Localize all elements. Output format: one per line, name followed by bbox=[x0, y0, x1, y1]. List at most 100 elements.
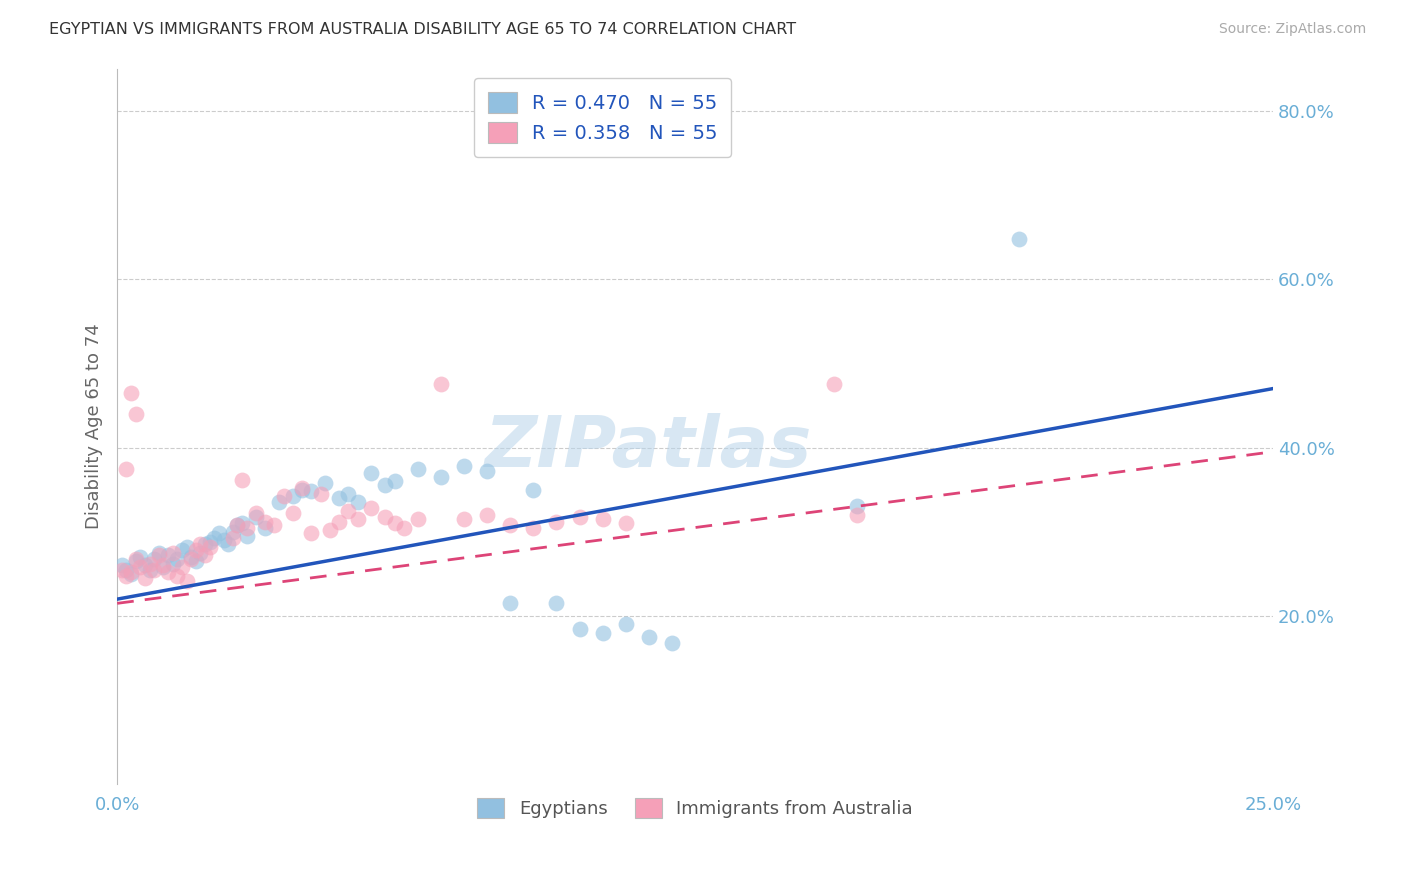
Point bbox=[245, 506, 267, 520]
Y-axis label: Disability Age 65 to 74: Disability Age 65 to 74 bbox=[86, 324, 103, 529]
Point bbox=[592, 625, 614, 640]
Legend: Egyptians, Immigrants from Australia: Egyptians, Immigrants from Australia bbox=[470, 791, 920, 825]
Point bbox=[217, 537, 239, 551]
Point bbox=[134, 558, 156, 573]
Point bbox=[522, 520, 544, 534]
Point bbox=[235, 520, 257, 534]
Point bbox=[384, 516, 406, 531]
Point bbox=[148, 549, 170, 563]
Point bbox=[568, 622, 591, 636]
Point bbox=[522, 483, 544, 497]
Point bbox=[499, 596, 522, 610]
Point bbox=[162, 557, 184, 571]
Point bbox=[231, 473, 253, 487]
Point bbox=[125, 551, 148, 566]
Point bbox=[226, 518, 249, 533]
Point bbox=[180, 549, 202, 564]
Point bbox=[392, 520, 415, 534]
Point bbox=[176, 574, 198, 588]
Point bbox=[291, 483, 314, 497]
Point bbox=[328, 491, 350, 505]
Point bbox=[360, 501, 382, 516]
Point bbox=[134, 571, 156, 585]
Point bbox=[314, 475, 336, 490]
Point bbox=[166, 568, 188, 582]
Point bbox=[281, 489, 304, 503]
Point bbox=[143, 563, 166, 577]
Text: ZIPatlas: ZIPatlas bbox=[485, 414, 813, 483]
Point bbox=[406, 512, 429, 526]
Point bbox=[176, 540, 198, 554]
Point bbox=[190, 537, 212, 551]
Point bbox=[148, 546, 170, 560]
Point bbox=[337, 487, 360, 501]
Point bbox=[111, 563, 134, 577]
Point bbox=[453, 458, 475, 473]
Point bbox=[360, 466, 382, 480]
Point bbox=[267, 495, 290, 509]
Point bbox=[328, 515, 350, 529]
Point bbox=[194, 537, 217, 551]
Point bbox=[198, 540, 221, 554]
Point bbox=[184, 543, 207, 558]
Point bbox=[138, 563, 160, 577]
Point bbox=[180, 551, 202, 566]
Point bbox=[299, 484, 322, 499]
Point bbox=[231, 516, 253, 531]
Point bbox=[374, 509, 396, 524]
Point bbox=[309, 487, 332, 501]
Point bbox=[384, 474, 406, 488]
Point bbox=[222, 532, 245, 546]
Point bbox=[111, 558, 134, 573]
Point bbox=[157, 565, 180, 579]
Point bbox=[546, 515, 568, 529]
Point bbox=[299, 526, 322, 541]
Point bbox=[291, 481, 314, 495]
Point bbox=[1008, 232, 1031, 246]
Point bbox=[152, 560, 174, 574]
Point bbox=[374, 478, 396, 492]
Point bbox=[226, 518, 249, 533]
Point bbox=[263, 518, 285, 533]
Point bbox=[222, 524, 245, 539]
Point bbox=[592, 512, 614, 526]
Point bbox=[143, 551, 166, 566]
Point bbox=[346, 512, 368, 526]
Point bbox=[125, 554, 148, 568]
Point bbox=[475, 508, 498, 522]
Point bbox=[170, 543, 193, 558]
Point bbox=[162, 546, 184, 560]
Point bbox=[235, 529, 257, 543]
Point bbox=[115, 568, 138, 582]
Point bbox=[406, 461, 429, 475]
Point bbox=[823, 377, 845, 392]
Point bbox=[245, 509, 267, 524]
Point bbox=[430, 377, 453, 392]
Point bbox=[190, 546, 212, 560]
Point bbox=[157, 549, 180, 563]
Point bbox=[184, 554, 207, 568]
Point bbox=[254, 515, 277, 529]
Point bbox=[845, 508, 868, 522]
Point bbox=[845, 500, 868, 514]
Point bbox=[202, 532, 225, 546]
Point bbox=[319, 523, 342, 537]
Point bbox=[170, 560, 193, 574]
Point bbox=[499, 518, 522, 533]
Point bbox=[129, 560, 152, 574]
Text: Source: ZipAtlas.com: Source: ZipAtlas.com bbox=[1219, 22, 1367, 37]
Text: EGYPTIAN VS IMMIGRANTS FROM AUSTRALIA DISABILITY AGE 65 TO 74 CORRELATION CHART: EGYPTIAN VS IMMIGRANTS FROM AUSTRALIA DI… bbox=[49, 22, 796, 37]
Point bbox=[568, 509, 591, 524]
Point bbox=[475, 464, 498, 478]
Point bbox=[212, 533, 235, 548]
Point bbox=[194, 549, 217, 563]
Point bbox=[120, 566, 142, 581]
Point bbox=[166, 551, 188, 566]
Point bbox=[198, 534, 221, 549]
Point bbox=[638, 630, 661, 644]
Point bbox=[273, 489, 295, 503]
Point bbox=[430, 470, 453, 484]
Point bbox=[614, 617, 637, 632]
Point bbox=[254, 520, 277, 534]
Point bbox=[120, 385, 142, 400]
